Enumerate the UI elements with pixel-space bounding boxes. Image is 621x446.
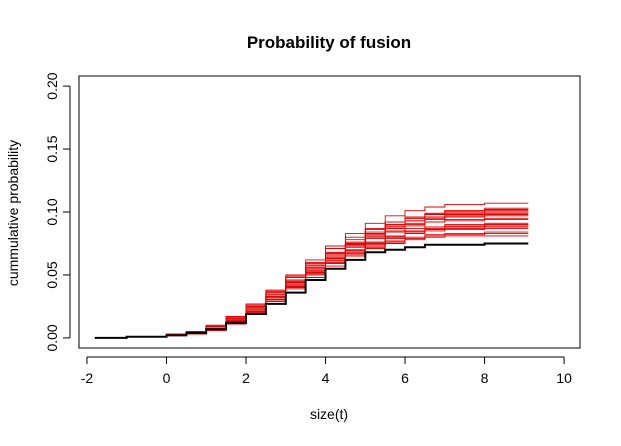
x-tick-label: 10: [556, 370, 572, 386]
x-tick-label: 0: [163, 370, 171, 386]
simulation-series-line: [94, 224, 529, 339]
y-tick-label: 0.05: [44, 261, 60, 288]
y-tick-label: 0.15: [44, 135, 60, 162]
y-tick-label: 0.10: [44, 198, 60, 225]
x-tick-label: 8: [481, 370, 489, 386]
reference-series-line: [94, 242, 529, 339]
chart-title: Probability of fusion: [247, 33, 411, 52]
x-axis-title: size(t): [310, 406, 348, 422]
series-layer: [94, 202, 529, 339]
y-axis-title: cummulative probability: [5, 140, 21, 286]
x-tick-label: -2: [81, 370, 94, 386]
simulation-series-line: [94, 231, 529, 339]
simulation-series-line: [94, 225, 529, 339]
y-tick-label: 0.00: [44, 324, 60, 351]
simulation-series-line: [94, 219, 529, 339]
y-tick-label: 0.20: [44, 72, 60, 99]
x-tick-label: 2: [242, 370, 250, 386]
simulation-series-line: [94, 207, 529, 339]
simulation-series-line: [94, 215, 529, 339]
y-axis: 0.00 0.05 0.10 0.15 0.20: [44, 72, 71, 352]
simulation-series-line: [94, 235, 529, 339]
simulation-series-line: [94, 232, 529, 339]
simulation-series-line: [94, 212, 529, 339]
x-tick-label: 4: [322, 370, 330, 386]
plot-area-frame: [78, 75, 581, 349]
x-tick-label: 6: [401, 370, 409, 386]
simulation-series-line: [94, 224, 529, 339]
x-axis: -2 0 2 4 6 8 10: [81, 356, 572, 386]
simulation-series-line: [94, 202, 529, 339]
